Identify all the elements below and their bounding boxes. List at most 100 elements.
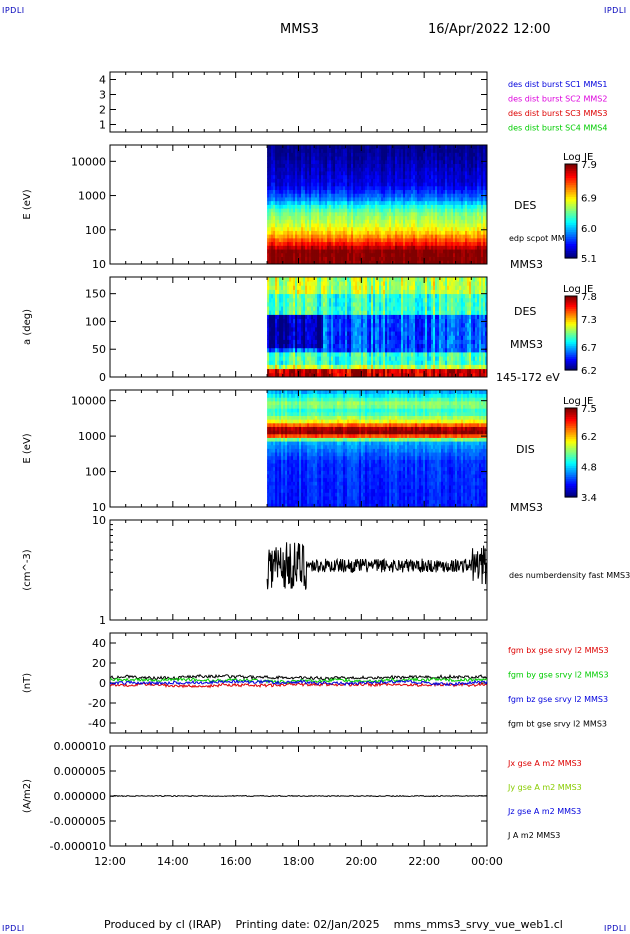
- des-energy-cell: [369, 152, 372, 157]
- des-energy-cell: [435, 245, 438, 250]
- des-energy-cell: [345, 215, 348, 220]
- des-energy-cell: [369, 208, 372, 213]
- des-energy-cell: [393, 208, 396, 213]
- des-energy-cell: [341, 163, 344, 168]
- des-energy-cell: [461, 182, 464, 187]
- des-energy-cell: [287, 256, 290, 261]
- des-energy-cell: [417, 171, 420, 176]
- des-energy-cell: [457, 237, 460, 243]
- des-pitch-cell: [293, 293, 296, 299]
- des-energy-cell: [315, 193, 318, 198]
- des-energy-cell: [391, 249, 394, 254]
- des-energy-cell: [413, 182, 416, 187]
- des-pitch-cell: [273, 297, 276, 303]
- des-energy-cell: [305, 156, 308, 161]
- des-energy-cell: [429, 185, 432, 191]
- des-energy-cell: [429, 159, 432, 164]
- des-energy-cell: [395, 234, 398, 239]
- des-energy-cell: [293, 215, 296, 220]
- des-pitch-cell: [323, 339, 326, 345]
- des-pitch-cell: [307, 335, 310, 340]
- des-energy-cell: [423, 163, 426, 168]
- des-energy-cell: [477, 159, 480, 164]
- des-pitch-cell: [317, 310, 320, 315]
- des-energy-cell: [415, 245, 418, 250]
- des-pitch-cell: [303, 335, 306, 340]
- des-pitch-cell: [327, 331, 330, 336]
- des-energy-cell: [399, 234, 402, 239]
- des-energy-cell: [315, 234, 318, 239]
- des-energy-cell: [485, 178, 488, 183]
- des-energy-cell: [437, 252, 440, 257]
- des-pitch-cell: [297, 327, 300, 332]
- des-energy-cell: [417, 211, 420, 217]
- des-pitch-cell: [345, 347, 348, 353]
- des-pitch-cell: [357, 335, 360, 340]
- des-energy-cell: [383, 159, 386, 164]
- des-energy-cell: [399, 249, 402, 254]
- des-pitch-cell: [291, 310, 294, 315]
- des-energy-cell: [295, 208, 298, 213]
- des-pitch-cell: [283, 372, 286, 378]
- des-pitch-cell: [281, 293, 284, 299]
- des-energy-cell: [453, 171, 456, 176]
- des-energy-cell: [475, 245, 478, 250]
- des-pitch-cell: [327, 297, 330, 303]
- des-energy-cell: [391, 211, 394, 217]
- des-energy-cell: [475, 211, 478, 217]
- des-energy-cell: [455, 204, 458, 209]
- des-energy-cell: [353, 189, 356, 194]
- des-pitch-cell: [293, 339, 296, 345]
- des-energy-cell: [339, 215, 342, 220]
- des-pitch-cell: [299, 314, 302, 320]
- des-pitch-cell: [269, 306, 272, 311]
- des-pitch-cell: [327, 318, 330, 324]
- des-energy-cell: [301, 230, 304, 235]
- des-pitch-cell: [315, 314, 318, 320]
- des-pitch-cell: [371, 314, 374, 320]
- des-energy-cell: [477, 197, 480, 202]
- des-pitch-cell: [309, 293, 312, 299]
- des-energy-cell: [461, 208, 464, 213]
- des-pitch-cell: [371, 302, 374, 307]
- des-pitch-cell: [321, 327, 324, 332]
- des-energy-cell: [359, 208, 362, 213]
- des-energy-cell: [337, 193, 340, 198]
- des-energy-cell: [459, 211, 462, 217]
- des-energy-cell: [309, 163, 312, 168]
- des-energy-cell: [473, 208, 476, 213]
- des-energy-cell: [387, 145, 390, 150]
- des-pitch-cell: [325, 343, 328, 349]
- des-energy-cell: [317, 260, 320, 265]
- des-energy-cell: [287, 226, 290, 231]
- des-energy-cell: [319, 208, 322, 213]
- des-energy-cell: [473, 156, 476, 161]
- des-energy-cell: [343, 171, 346, 176]
- des-energy-cell: [269, 237, 272, 243]
- des-energy-cell: [305, 200, 308, 205]
- des-energy-cell: [387, 260, 390, 265]
- des-energy-cell: [369, 200, 372, 205]
- des-pitch-cell: [337, 339, 340, 345]
- des-energy-cell: [433, 159, 436, 164]
- des-energy-cell: [329, 167, 332, 172]
- des-energy-cell: [397, 252, 400, 257]
- des-energy-cell: [277, 148, 280, 153]
- des-pitch-cell: [305, 297, 308, 303]
- des-energy-cell: [433, 215, 436, 220]
- des-energy-cell: [399, 174, 402, 179]
- des-pitch-cell: [327, 314, 330, 320]
- des-pitch-cell: [307, 360, 310, 365]
- des-pitch-cell: [349, 302, 352, 307]
- des-pitch-cell: [339, 352, 342, 357]
- des-energy-cell: [321, 223, 324, 228]
- des-energy-cell: [317, 256, 320, 261]
- des-pitch-cell: [347, 343, 350, 349]
- des-energy-cell: [435, 185, 438, 191]
- des-energy-cell: [289, 159, 292, 164]
- des-energy-cell: [467, 241, 470, 246]
- des-energy-cell: [411, 197, 414, 202]
- des-pitch-cell: [303, 327, 306, 332]
- des-energy-cell: [273, 208, 276, 213]
- des-energy-cell: [469, 178, 472, 183]
